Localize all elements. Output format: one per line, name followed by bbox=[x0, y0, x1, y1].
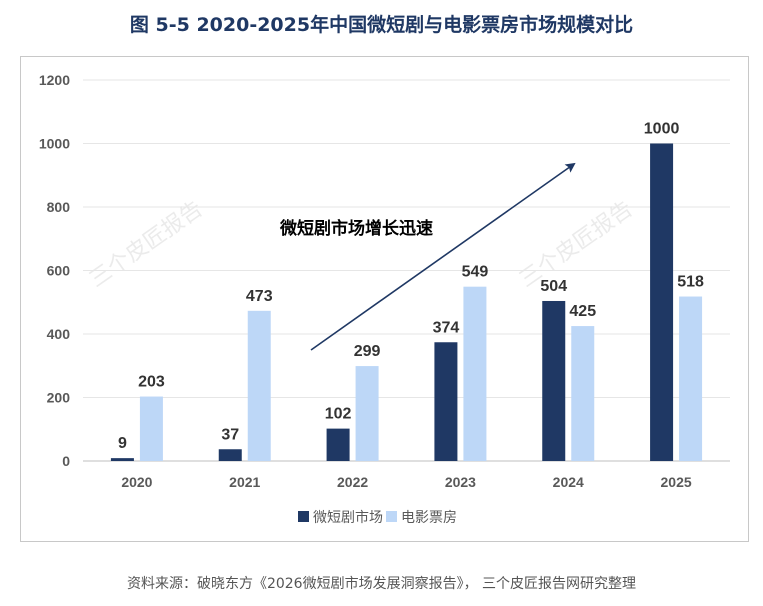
x-tick-label: 2020 bbox=[121, 474, 152, 490]
annotation-text: 微短剧市场增长迅速 bbox=[279, 218, 433, 239]
bar-micro-drama bbox=[434, 342, 458, 461]
x-tick-label: 2021 bbox=[229, 474, 260, 490]
x-tick-label: 2022 bbox=[337, 474, 368, 490]
bar-box-office bbox=[247, 310, 271, 461]
y-tick-label: 600 bbox=[47, 263, 71, 279]
data-label: 102 bbox=[325, 406, 352, 423]
data-label: 518 bbox=[677, 274, 704, 291]
legend-label: 微短剧市场 bbox=[313, 509, 383, 526]
data-label: 473 bbox=[246, 288, 273, 305]
data-label: 549 bbox=[462, 264, 489, 281]
y-tick-label: 200 bbox=[47, 390, 71, 406]
bar-micro-drama bbox=[542, 300, 566, 461]
y-tick-label: 1200 bbox=[39, 72, 70, 88]
data-label: 504 bbox=[540, 278, 567, 295]
y-tick-label: 800 bbox=[47, 199, 71, 215]
x-tick-label: 2025 bbox=[661, 474, 692, 490]
bar-micro-drama bbox=[218, 449, 242, 461]
bar-box-office bbox=[355, 366, 379, 461]
trend-arrow bbox=[310, 162, 576, 351]
data-label: 37 bbox=[221, 426, 239, 443]
data-label: 374 bbox=[433, 319, 460, 336]
bar-micro-drama bbox=[110, 458, 134, 461]
y-tick-label: 1000 bbox=[39, 136, 70, 152]
figure-title: 图 5-5 2020-2025年中国微短剧与电影票房市场规模对比 bbox=[129, 14, 634, 36]
legend-swatch-micro-drama bbox=[298, 511, 309, 522]
data-label: 299 bbox=[354, 343, 381, 360]
data-label: 9 bbox=[118, 435, 127, 452]
legend-label: 电影票房 bbox=[401, 510, 457, 526]
bar-micro-drama bbox=[326, 428, 350, 461]
y-tick-label: 0 bbox=[62, 453, 70, 469]
data-label: 1000 bbox=[644, 121, 680, 138]
data-label: 203 bbox=[138, 374, 165, 391]
x-tick-label: 2023 bbox=[445, 474, 476, 490]
bar-box-office bbox=[679, 296, 703, 461]
watermark-text: 三个皮匠报告 bbox=[515, 197, 637, 293]
legend-swatch-box-office bbox=[386, 511, 397, 522]
bar-box-office bbox=[139, 396, 163, 461]
bar-box-office bbox=[571, 326, 595, 461]
x-tick-label: 2024 bbox=[553, 474, 584, 490]
bar-micro-drama bbox=[650, 143, 674, 461]
source-note: 资料来源：破晓东方《2026微短剧市场发展洞察报告》， 三个皮匠报告网研究整理 bbox=[126, 576, 637, 592]
watermark-text: 三个皮匠报告 bbox=[85, 197, 207, 293]
y-tick-label: 400 bbox=[47, 326, 71, 342]
data-label: 425 bbox=[569, 303, 596, 320]
bar-box-office bbox=[463, 286, 487, 461]
